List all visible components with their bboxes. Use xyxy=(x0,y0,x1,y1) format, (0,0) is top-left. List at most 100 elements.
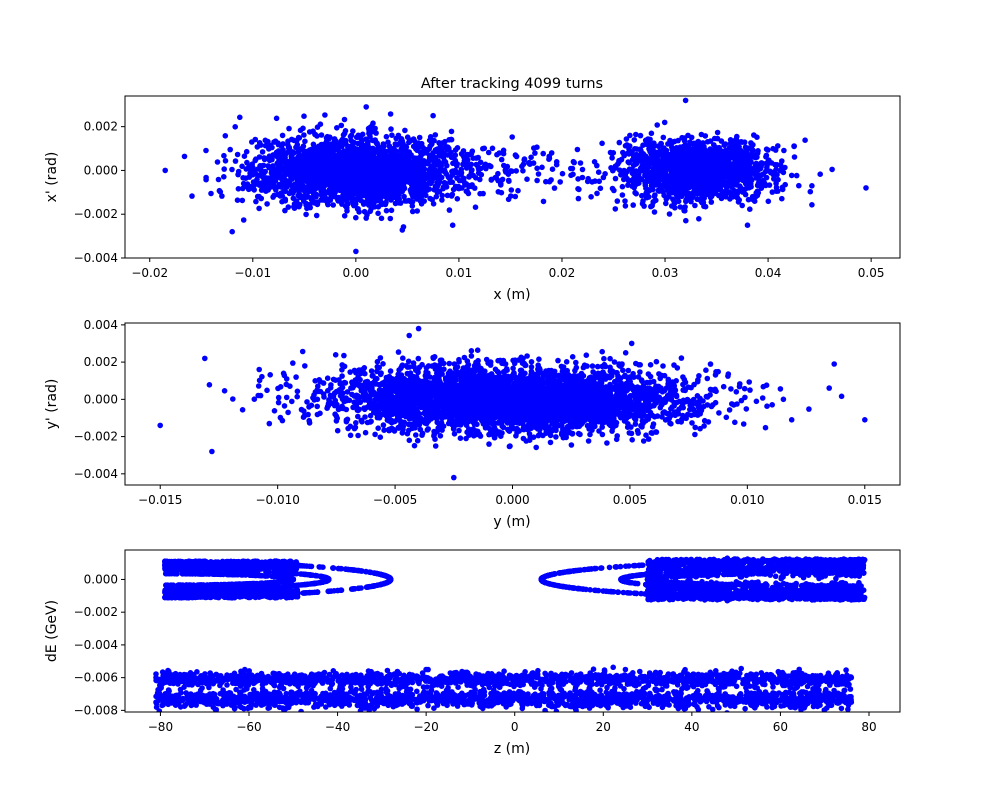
scatter-point xyxy=(369,151,375,158)
scatter-point xyxy=(718,193,725,199)
scatter-point xyxy=(392,160,398,167)
scatter-point xyxy=(385,185,391,192)
scatter-point xyxy=(700,199,707,206)
scatter-point xyxy=(716,182,723,188)
scatter-point xyxy=(406,139,412,146)
scatter-point xyxy=(547,432,554,439)
scatter-point xyxy=(270,194,276,200)
scatter-point xyxy=(498,156,505,163)
scatter-point xyxy=(363,215,370,221)
scatter-point xyxy=(375,210,381,217)
scatter-point xyxy=(557,179,563,185)
scatter-point xyxy=(334,125,340,131)
scatter-point xyxy=(748,184,754,190)
scatter-point xyxy=(285,204,292,210)
scatter-point xyxy=(208,190,214,197)
scatter-point xyxy=(624,175,630,182)
scatter-point xyxy=(477,159,484,166)
scatter-point xyxy=(535,171,542,177)
scatter-point xyxy=(252,136,259,143)
x-tick-label: 0.05 xyxy=(858,266,885,280)
scatter-point xyxy=(770,145,776,152)
scatter-point xyxy=(754,150,761,156)
scatter-point xyxy=(702,158,708,165)
scatter-point xyxy=(645,136,651,142)
scatter-point xyxy=(667,160,673,167)
scatter-point xyxy=(276,159,282,166)
scatter-point xyxy=(716,166,722,172)
scatter-point xyxy=(340,137,346,143)
scatter-point xyxy=(348,157,354,163)
scatter-point xyxy=(682,97,689,104)
scatter-point xyxy=(698,131,705,138)
scatter-point xyxy=(534,165,540,172)
scatter-point xyxy=(476,167,482,173)
scatter-point xyxy=(339,172,345,178)
scatter-point xyxy=(398,150,404,157)
scatter-point xyxy=(528,154,534,161)
scatter-point xyxy=(829,166,835,173)
scatter-point xyxy=(732,144,739,151)
scatter-point xyxy=(369,137,376,144)
scatter-point xyxy=(702,203,709,210)
scatter-point xyxy=(234,197,241,203)
scatter-point xyxy=(569,165,576,172)
scatter-point xyxy=(648,182,655,189)
scatter-point xyxy=(385,139,391,145)
scatter-point xyxy=(292,173,298,180)
scatter-point xyxy=(643,141,650,147)
scatter-point xyxy=(657,182,664,189)
scatter-point xyxy=(296,146,302,153)
scatter-point xyxy=(698,170,705,177)
scatter-point xyxy=(397,158,404,164)
scatter-point xyxy=(189,193,195,199)
scatter-point xyxy=(314,124,321,130)
scatter-point xyxy=(343,198,350,204)
scatter-point xyxy=(454,145,461,151)
scatter-point xyxy=(416,134,423,141)
scatter-point xyxy=(743,179,749,186)
scatter-point xyxy=(362,155,368,162)
x-tick-label: 0.01 xyxy=(446,266,473,280)
scatter-point xyxy=(777,162,784,168)
scatter-point xyxy=(579,174,586,181)
scatter-point xyxy=(470,155,477,161)
xprime-axis-label: x' (rad) xyxy=(44,152,60,203)
scatter-point xyxy=(602,171,608,177)
scatter-point xyxy=(427,167,434,173)
scatter-point xyxy=(434,188,441,194)
x-tick-label: 0.03 xyxy=(652,266,679,280)
scatter-point xyxy=(413,170,420,177)
scatter-point xyxy=(418,168,424,175)
scatter-point xyxy=(363,104,370,110)
scatter-point xyxy=(473,161,480,168)
scatter-point xyxy=(753,175,759,181)
x-axis-label: x (m) xyxy=(493,287,530,303)
scatter-point xyxy=(672,205,678,211)
scatter-point xyxy=(296,160,302,166)
scatter-point xyxy=(594,162,600,169)
scatter-point xyxy=(240,185,246,192)
scatter-point xyxy=(429,176,436,183)
scatter-point xyxy=(343,168,349,174)
scatter-point xyxy=(353,214,359,221)
scatter-point xyxy=(282,207,288,214)
y-tick-label: −0.002 xyxy=(74,207,118,221)
scatter-point xyxy=(348,186,355,193)
scatter-point xyxy=(536,356,542,363)
x-tick-label: −0.01 xyxy=(234,266,271,280)
scatter-point xyxy=(347,152,354,158)
scatter-point xyxy=(441,168,447,174)
scatter-point xyxy=(344,208,350,214)
scatter-point xyxy=(381,427,387,434)
scatter-point xyxy=(234,151,241,158)
scatter-point xyxy=(796,182,802,189)
scatter-point xyxy=(728,181,735,188)
scatter-point xyxy=(781,147,787,154)
scatter-point xyxy=(623,136,630,142)
scatter-point xyxy=(330,148,336,154)
scatter-point xyxy=(319,152,325,159)
scatter-point xyxy=(681,181,688,188)
scatter-point xyxy=(222,158,229,164)
